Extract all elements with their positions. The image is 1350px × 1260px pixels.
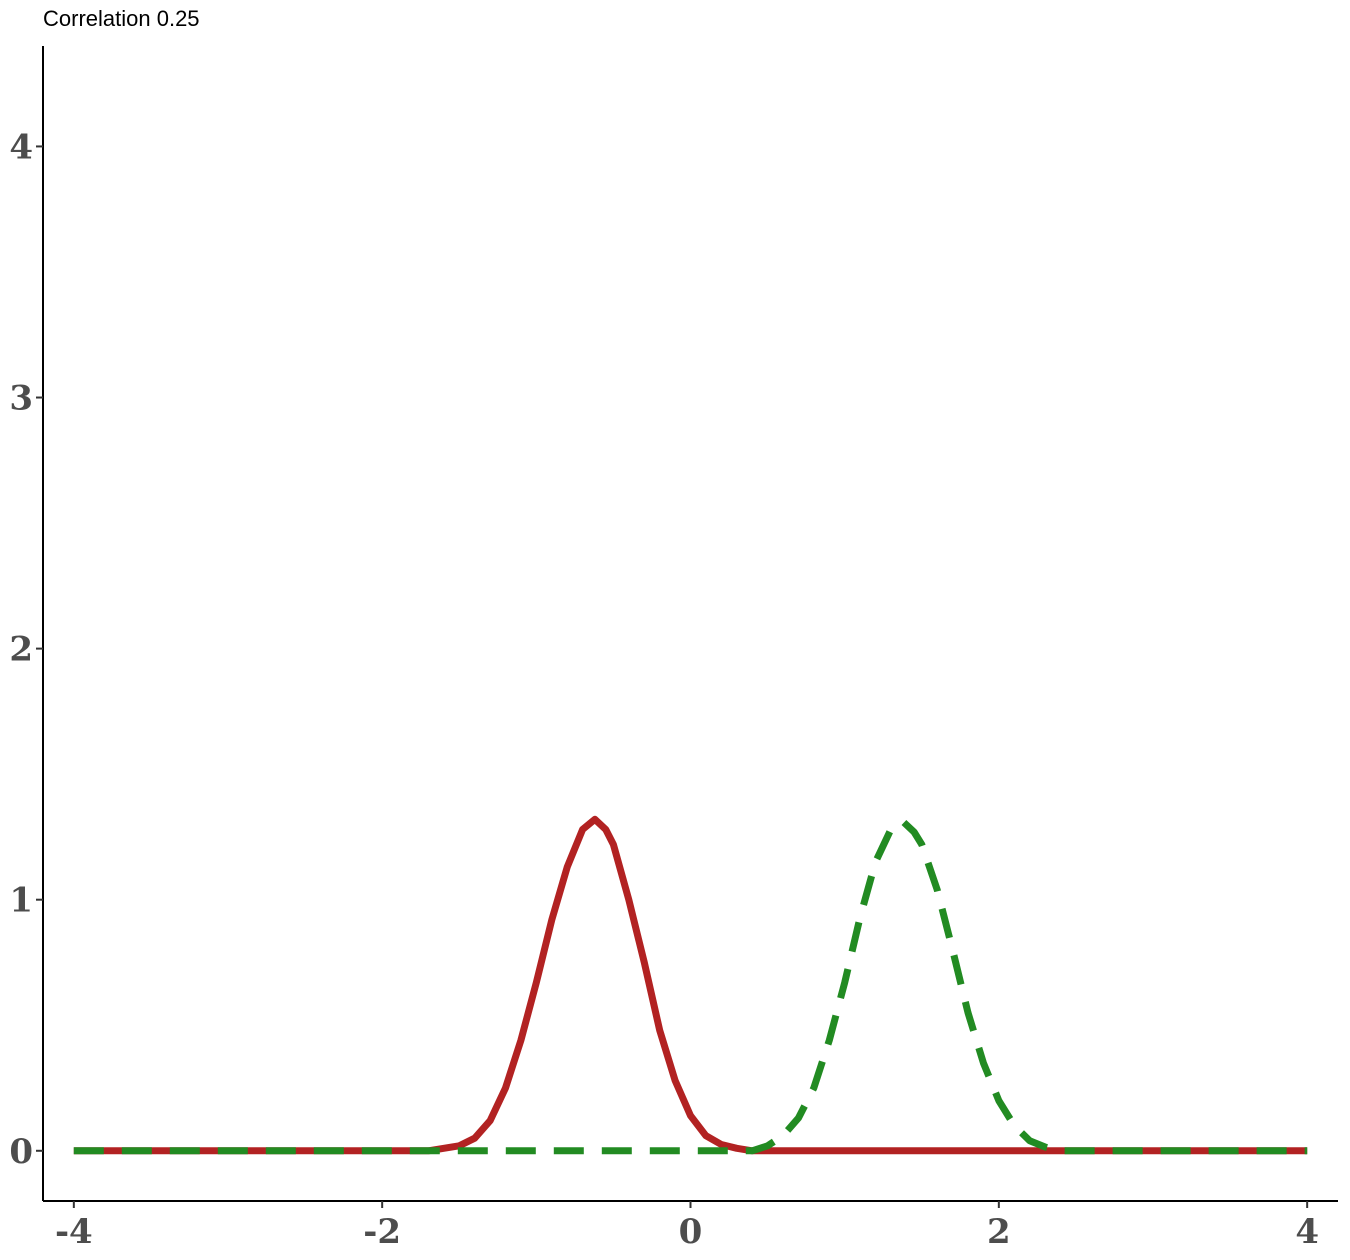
y-tick-label: 3: [9, 379, 33, 419]
chart-title: Correlation 0.25: [43, 6, 200, 31]
x-tick-label: -2: [363, 1212, 401, 1252]
x-tick-label: -4: [55, 1212, 93, 1252]
y-tick-label: 1: [9, 881, 33, 921]
y-axis-ticks: 0 1 2 3 4: [9, 127, 43, 1172]
y-tick-label: 4: [9, 127, 33, 167]
y-tick-label: 0: [9, 1132, 33, 1172]
series-line-1: [73, 815, 1308, 1155]
x-tick-label: 2: [987, 1212, 1011, 1252]
x-tick-label: 0: [679, 1212, 703, 1252]
series-layer: [73, 815, 1308, 1155]
x-tick-label: 4: [1295, 1212, 1319, 1252]
series-line-2: [73, 818, 1308, 1155]
y-tick-label: 2: [9, 630, 33, 670]
x-axis-ticks: -4 -2 0 2 4: [55, 1201, 1319, 1252]
